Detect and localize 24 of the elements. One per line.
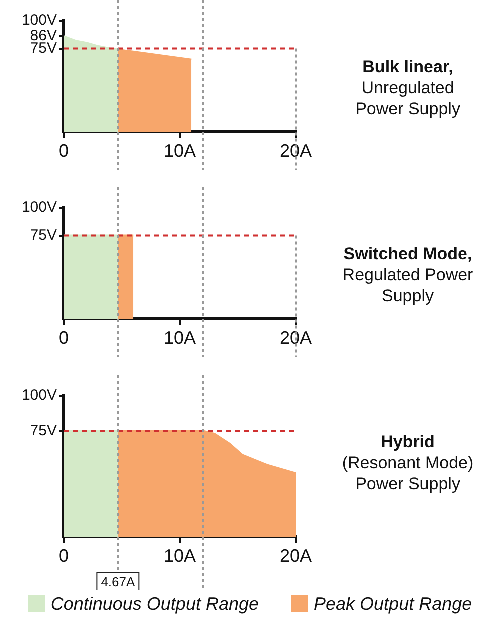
legend-label: Peak Output Range — [314, 594, 472, 614]
x-tick-label: 10A — [164, 328, 196, 348]
text: Switched Mode, — [344, 244, 472, 264]
x-tick-label: 0 — [58, 546, 70, 566]
y-tick-label: 75V — [30, 226, 57, 244]
ref-line-label: 4.67A — [101, 574, 136, 590]
y-tick-label: 75V — [30, 422, 57, 440]
y-tick-label: 100V — [22, 387, 57, 404]
y-tick-label: 100V — [22, 12, 57, 30]
x-tick-label: 0 — [58, 328, 70, 348]
x-tick-label: 20A — [280, 546, 312, 566]
legend-label: Continuous Output Range — [50, 594, 260, 614]
x-tick-label: 10A — [164, 140, 196, 161]
text: Unregulated Power Supply — [356, 78, 461, 119]
text: Regulated Power Supply — [342, 266, 474, 306]
x-tick-label: 20A — [280, 328, 312, 348]
x-tick-label: 20A — [280, 140, 312, 161]
text: Hybrid — [381, 432, 435, 452]
y-tick-label: 75V — [30, 40, 57, 57]
text: Bulk linear, — [362, 58, 454, 77]
text: (Resonant Mode) Power Supply — [342, 454, 474, 494]
x-tick-label: 10A — [164, 546, 196, 566]
y-tick-label: 100V — [22, 199, 57, 216]
x-tick-label: 0 — [58, 140, 70, 161]
